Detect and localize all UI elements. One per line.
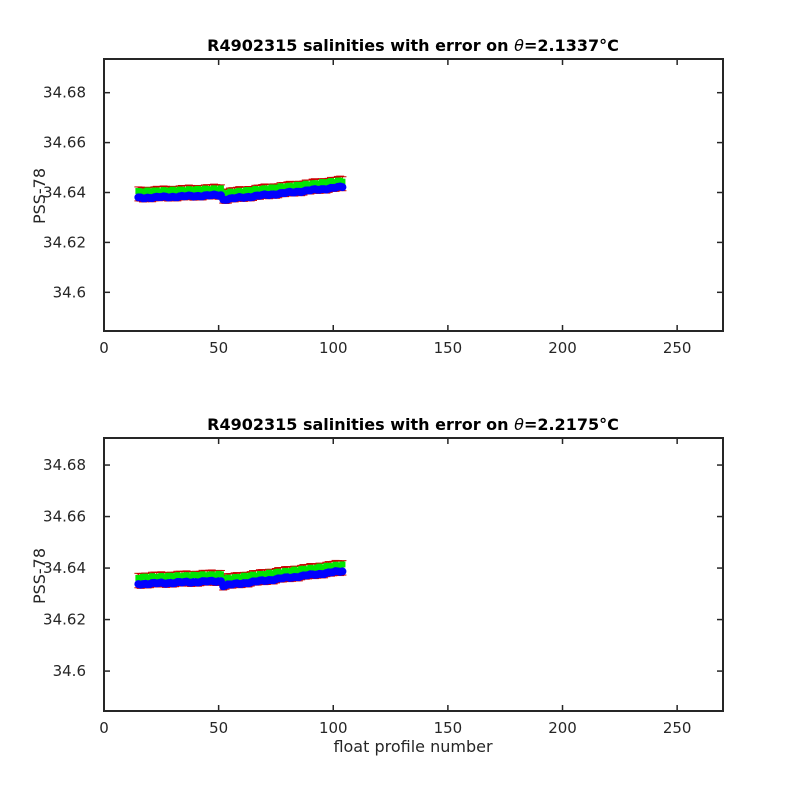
x-tick-label: 250 [663,719,692,737]
x-axis-label: float profile number [333,737,493,756]
x-tick-label: 50 [209,719,228,737]
chart-panel-top: R4902315 salinities with error on θ=2.13… [30,36,724,357]
y-tick-label: 34.6 [53,662,86,680]
x-tick-label: 100 [319,339,348,357]
data-point-mapped [338,183,347,192]
plot-area: 0 50 100 150 200 250 34.6 34.62 34.64 34.66 34.68 [43,437,724,737]
x-tick-label: 200 [548,339,577,357]
x-tick-label: 50 [209,339,228,357]
axes-box [103,58,724,332]
y-tick-label: 34.66 [43,134,86,152]
data-point-calibrated [339,561,346,568]
chart-title: R4902315 salinities with error on θ=2.13… [207,36,619,55]
x-tick-label: 0 [99,719,109,737]
x-tick-label: 100 [319,719,348,737]
data-point-calibrated [217,185,224,192]
x-tick-label: 150 [434,339,463,357]
data-point-calibrated [217,571,224,578]
y-tick-label: 34.62 [43,233,86,251]
chart-panel-bottom: R4902315 salinities with error on θ=2.21… [30,415,724,756]
axes-box [103,437,724,712]
data-point-calibrated [339,178,346,185]
y-tick-label: 34.66 [43,508,86,526]
y-tick-label: 34.68 [43,456,86,474]
y-tick-label: 34.62 [43,611,86,629]
x-tick-label: 200 [548,719,577,737]
chart-title: R4902315 salinities with error on θ=2.21… [207,415,619,434]
x-tick-label: 250 [663,339,692,357]
data-point-mapped [338,567,347,576]
y-axis-label: PSS-78 [30,548,49,604]
y-tick-label: 34.64 [43,559,86,577]
x-tick-label: 150 [434,719,463,737]
y-tick-label: 34.6 [53,283,86,301]
x-tick-label: 0 [99,339,109,357]
plot-area: 0 50 100 150 200 250 34.6 34.62 34.64 34.66 34.68 [43,58,724,357]
y-tick-label: 34.68 [43,84,86,102]
y-axis-label: PSS-78 [30,168,49,224]
y-tick-label: 34.64 [43,184,86,202]
